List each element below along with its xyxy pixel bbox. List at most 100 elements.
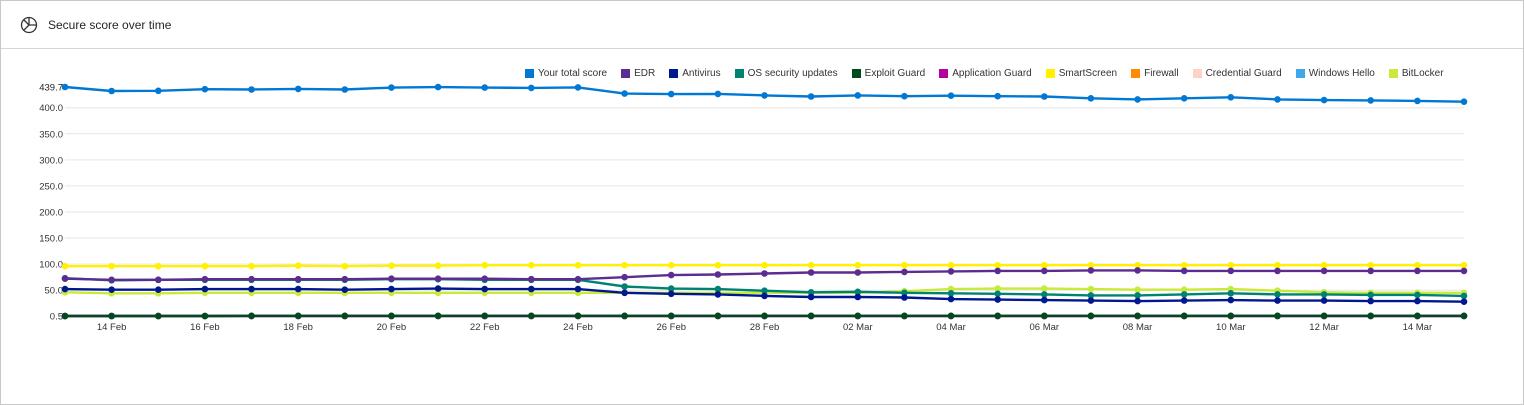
data-point <box>248 86 255 93</box>
data-point <box>1041 312 1048 320</box>
data-point <box>1180 261 1188 269</box>
panel-title: Secure score over time <box>48 17 172 32</box>
panel-header: Secure score over time <box>1 1 1523 49</box>
series-exploit-guard <box>61 312 1468 320</box>
data-point <box>528 84 535 92</box>
data-point <box>481 261 489 269</box>
data-point <box>1367 267 1374 275</box>
data-point <box>528 285 535 293</box>
data-point <box>201 262 209 270</box>
data-point <box>667 271 675 279</box>
data-point <box>947 261 955 269</box>
data-point <box>61 312 69 320</box>
data-point <box>1180 95 1188 102</box>
series-edr <box>61 267 1468 284</box>
data-point <box>667 285 675 292</box>
data-point <box>574 275 582 283</box>
data-point <box>1041 261 1048 269</box>
data-point <box>108 87 115 95</box>
data-point <box>1134 286 1141 294</box>
data-point <box>201 285 209 293</box>
data-point <box>947 268 955 275</box>
legend-item[interactable]: Antivirus <box>669 68 721 79</box>
data-point <box>1460 298 1468 306</box>
data-point <box>761 287 768 295</box>
legend-swatch <box>851 69 861 78</box>
data-point <box>481 275 489 283</box>
x-tick-label: 06 Mar <box>1030 322 1060 333</box>
data-point <box>947 92 955 99</box>
legend-item[interactable]: Firewall <box>1131 68 1179 79</box>
data-point <box>714 90 722 98</box>
legend-label: Exploit Guard <box>864 68 926 79</box>
legend-item[interactable]: Credential Guard <box>1192 68 1282 79</box>
data-point <box>294 285 302 293</box>
data-point <box>947 295 955 303</box>
data-point <box>574 261 582 269</box>
legend-item[interactable]: SmartScreen <box>1045 68 1117 79</box>
data-point <box>1320 291 1328 298</box>
legend-label: Your total score <box>538 68 608 79</box>
data-point <box>434 312 442 320</box>
legend-item[interactable]: BitLocker <box>1388 68 1444 79</box>
data-point <box>761 261 768 269</box>
x-tick-label: 28 Feb <box>750 322 780 333</box>
data-point <box>1414 97 1421 105</box>
data-point <box>1180 297 1188 304</box>
data-point <box>155 87 162 95</box>
data-point <box>1274 297 1281 304</box>
data-point <box>1134 292 1141 299</box>
data-point <box>1087 261 1095 269</box>
data-point <box>714 285 722 293</box>
legend-item[interactable]: Windows Hello <box>1295 68 1375 79</box>
data-point <box>1134 267 1141 274</box>
data-point <box>714 271 722 278</box>
data-point <box>761 312 768 320</box>
legend-swatch <box>1045 69 1055 78</box>
legend-item[interactable]: Your total score <box>525 68 607 79</box>
data-point <box>807 269 815 276</box>
data-point <box>1367 297 1374 305</box>
data-point <box>667 290 675 298</box>
series-your-total-score <box>61 83 1468 105</box>
data-point <box>1180 286 1188 294</box>
data-point <box>155 276 162 284</box>
data-point <box>1320 261 1328 269</box>
x-tick-label: 12 Mar <box>1309 322 1339 333</box>
x-tick-label: 08 Mar <box>1123 322 1153 333</box>
y-tick-label: 300.0 <box>39 155 63 166</box>
data-point <box>1460 312 1468 320</box>
data-point <box>994 267 1001 275</box>
data-point <box>854 269 862 276</box>
legend-label: BitLocker <box>1401 68 1444 79</box>
data-point <box>1320 312 1328 320</box>
legend-swatch <box>669 69 679 78</box>
data-point <box>1087 267 1095 274</box>
data-point <box>434 262 442 270</box>
data-point <box>761 92 768 99</box>
data-point <box>1041 291 1048 298</box>
data-point <box>1414 291 1421 299</box>
data-point <box>341 286 349 294</box>
data-point <box>1460 267 1468 275</box>
data-point <box>1320 96 1328 104</box>
data-point <box>1320 267 1328 275</box>
legend-label: Credential Guard <box>1205 68 1282 79</box>
legend-swatch <box>939 69 949 78</box>
data-point <box>807 93 815 100</box>
x-tick-label: 14 Mar <box>1403 322 1433 333</box>
data-point <box>1180 312 1188 320</box>
data-point <box>574 84 582 91</box>
y-tick-label: 400.0 <box>39 103 63 114</box>
data-point <box>248 275 255 283</box>
legend-item[interactable]: EDR <box>621 68 655 79</box>
data-point <box>807 293 815 301</box>
legend-swatch <box>525 69 534 78</box>
data-point <box>1274 267 1281 275</box>
legend-item[interactable]: OS security updates <box>734 68 838 79</box>
legend-item[interactable]: Exploit Guard <box>851 68 926 79</box>
legend-item[interactable]: Application Guard <box>939 68 1032 79</box>
legend-swatch <box>1192 69 1202 78</box>
data-point <box>1134 261 1141 269</box>
data-point <box>341 312 349 320</box>
